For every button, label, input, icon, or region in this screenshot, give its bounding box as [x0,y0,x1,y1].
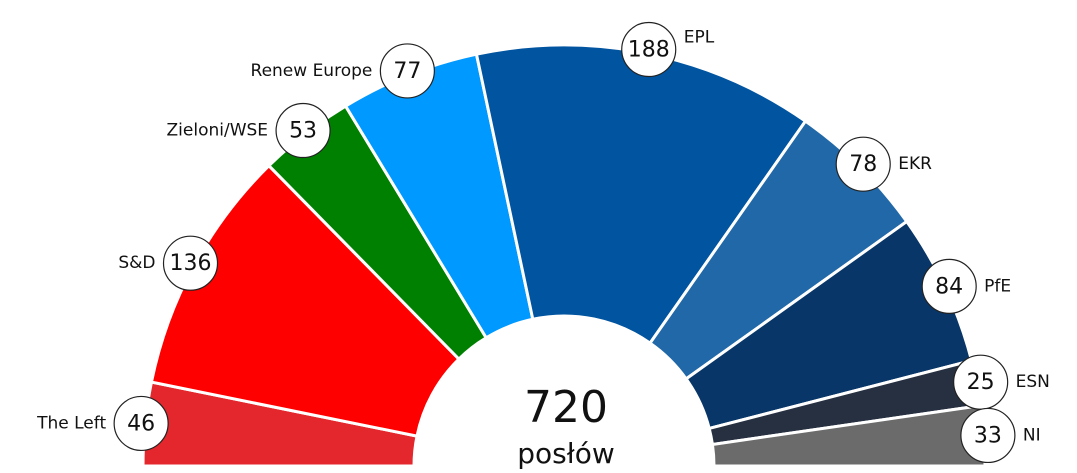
slice [474,43,808,346]
total: 720 [524,382,608,433]
labels: 46 The Left 136 S&D 53 Zieloni/WSE 77 Renew Eur… [36,21,1050,464]
category-label: ESN [1016,372,1050,392]
category-label: NI [1023,425,1041,445]
category-label: Zieloni/WSE [167,121,269,141]
category-label: PfE [984,276,1011,296]
value-label: 78 [849,152,877,177]
value-label: 46 [127,411,155,436]
value-badge [162,235,219,291]
value-label: 33 [974,423,1002,448]
value-badge [113,395,169,452]
slice [149,163,461,438]
category-label: The Left [36,413,106,433]
value-badge [960,407,1016,464]
value-badge [275,102,331,159]
value-label: 84 [935,274,963,299]
value-label: 188 [628,38,670,63]
category-label: EKR [898,154,932,174]
category-label: S&D [118,253,155,273]
value-label: 136 [170,251,212,276]
value-badge [921,258,977,314]
total-label: posłów [517,437,614,470]
value-badge [621,21,677,78]
value-badge [835,136,891,192]
category-label: EPL [684,28,715,48]
value-label: 53 [289,119,317,144]
value-label: 25 [967,370,995,395]
value-label: 77 [393,59,421,84]
category-label: Renew Europe [251,61,373,81]
value-badge [379,43,435,99]
